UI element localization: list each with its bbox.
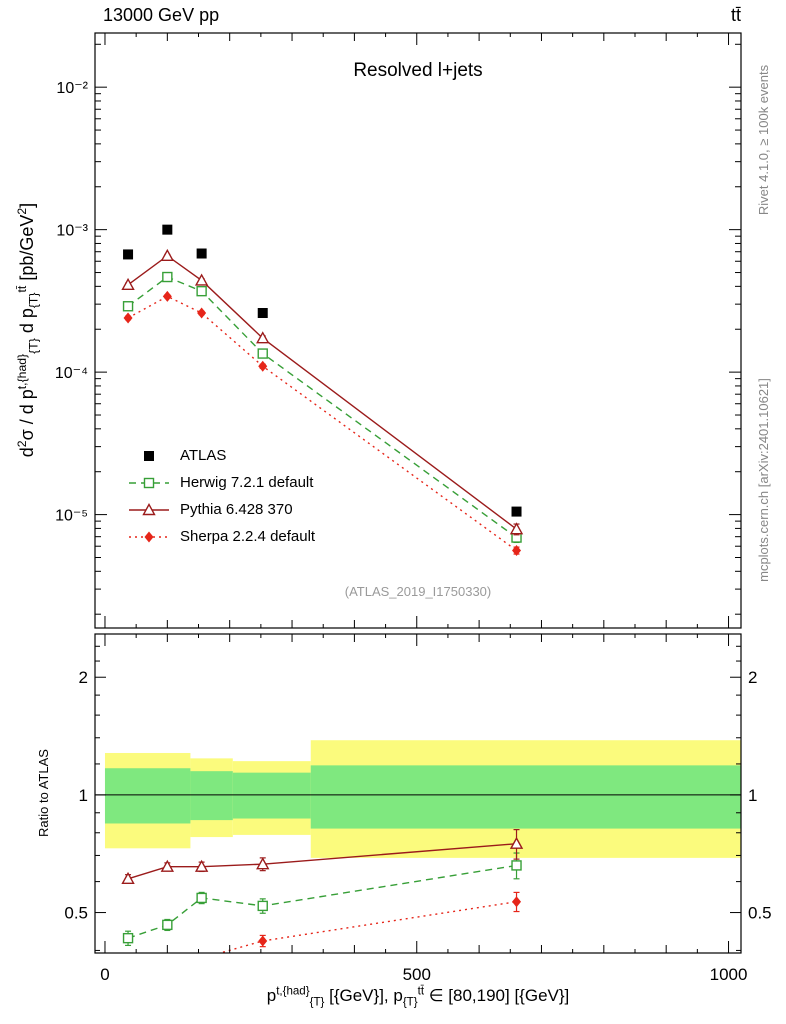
tick-label: 10⁻⁴ xyxy=(55,365,88,382)
legend-label: Sherpa 2.2.4 default xyxy=(180,528,316,545)
ratio-uncertainty-bands xyxy=(104,740,741,858)
legend-label: Herwig 7.2.1 default xyxy=(180,474,314,491)
legend-marker-icon xyxy=(144,450,154,461)
tick-label: 10⁻⁵ xyxy=(55,508,88,525)
tick-label: 10⁻³ xyxy=(56,223,88,240)
mcplots-arxiv-note: mcplots.cern.ch [arXiv:2401.10621] xyxy=(756,378,771,582)
legend-marker-icon xyxy=(129,477,169,488)
ratio-y-axis-label: Ratio to ATLAS xyxy=(36,749,51,837)
analysis-watermark: (ATLAS_2019_I1750330) xyxy=(344,584,492,599)
main-panel-frame xyxy=(94,32,742,629)
x-axis-label: pt,{had}{T} [{GeV}], p{T}tt̄ ∈ [80,190] … xyxy=(266,985,570,1009)
legend-marker-icon xyxy=(129,531,169,542)
legend-marker-icon xyxy=(129,502,169,515)
tick-label: 500 xyxy=(403,965,431,984)
tick-label: 2 xyxy=(748,668,757,687)
legend-entry: Sherpa 2.2.4 default xyxy=(127,523,315,550)
ratio-panel-series xyxy=(121,829,524,953)
ratio-panel-frame xyxy=(94,633,742,954)
tick-label: 1 xyxy=(748,786,757,805)
legend-entry: Herwig 7.2.1 default xyxy=(127,469,315,496)
tick-label: 2 xyxy=(79,668,88,687)
legend-label: ATLAS xyxy=(180,447,227,464)
tick-label: 0.5 xyxy=(748,904,772,923)
plot-title: Resolved l+jets xyxy=(353,60,483,81)
process-label: tt̄ xyxy=(730,5,741,25)
legend-label: Pythia 6.428 370 xyxy=(180,501,293,518)
legend-entry: Pythia 6.428 370 xyxy=(127,496,315,523)
legend-entry: ATLAS xyxy=(127,442,315,469)
tick-label: 10⁻² xyxy=(56,80,88,97)
tick-label: 1 xyxy=(79,786,88,805)
legend: ATLAS Herwig 7.2.1 default Pythia 6.428 37… xyxy=(127,442,315,550)
rivet-version-note: Rivet 4.1.0, ≥ 100k events xyxy=(756,64,771,216)
beam-energy-label: 13000 GeV pp xyxy=(103,5,220,25)
tick-label: 0.5 xyxy=(64,904,88,923)
tick-label: 1000 xyxy=(710,965,748,984)
main-panel-series xyxy=(121,224,524,556)
main-y-axis-label: d2σ / d pt,{had}{T} d p{T}tt̄ [pb/GeV2] xyxy=(15,202,41,458)
tick-label: 0 xyxy=(100,965,109,984)
